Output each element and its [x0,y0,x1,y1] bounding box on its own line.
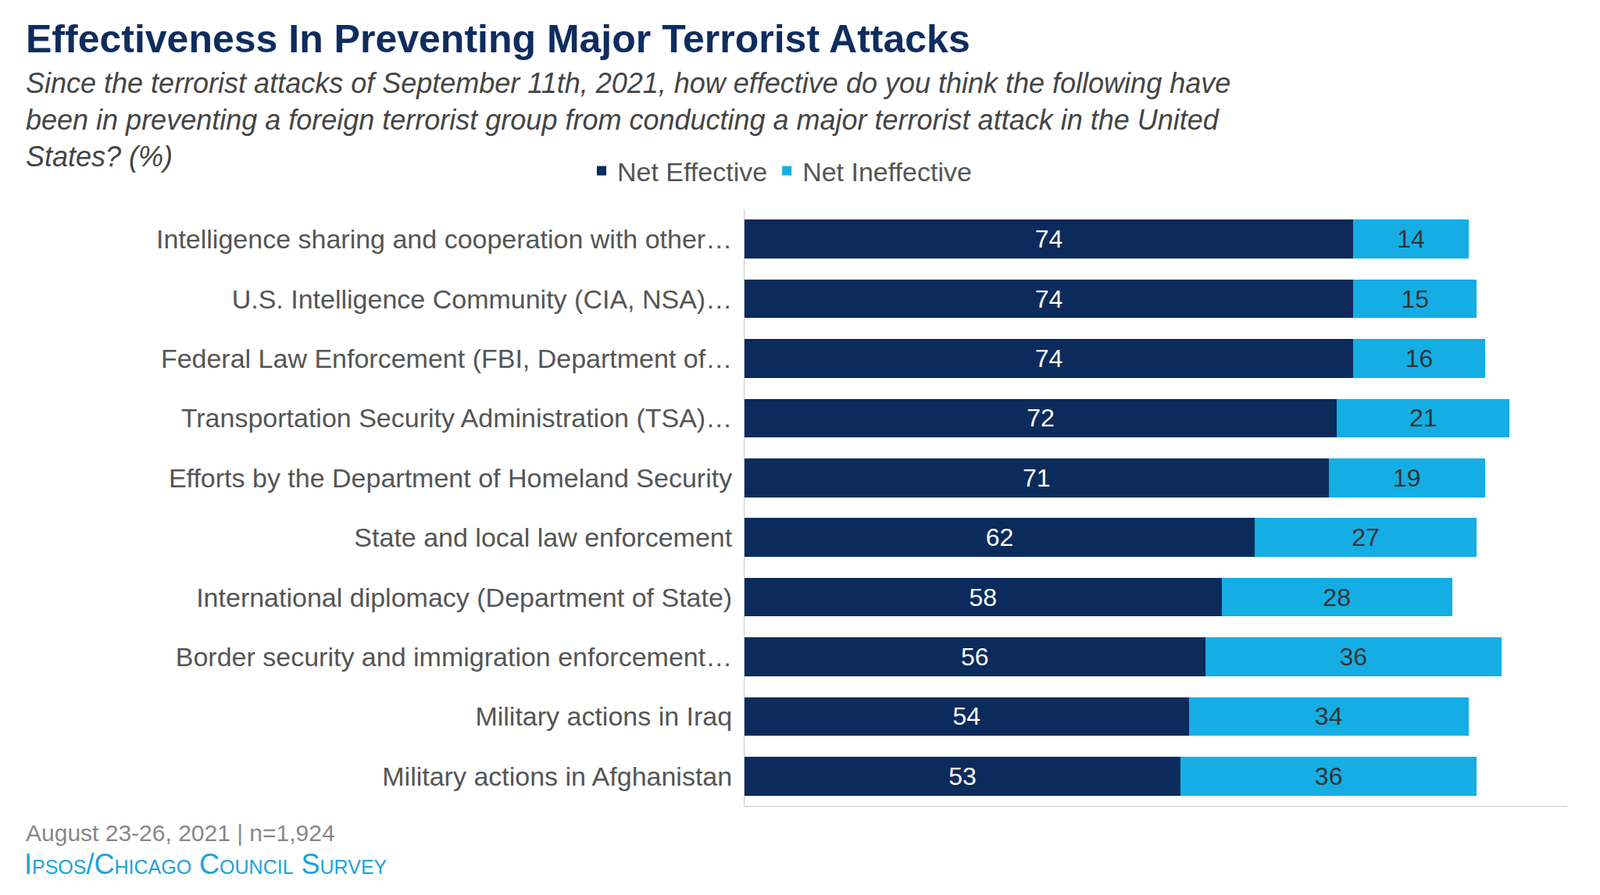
svg-text:International diplomacy (Depar: International diplomacy (Department of S… [196,582,733,613]
svg-text:54: 54 [953,702,982,731]
svg-text:Military actions in Afghanista: Military actions in Afghanistan [382,761,733,792]
svg-text:53: 53 [948,762,977,791]
svg-text:Net Effective: Net Effective [617,157,768,187]
svg-text:71: 71 [1022,464,1051,493]
svg-text:Effectiveness In Preventing Ma: Effectiveness In Preventing Major Terror… [25,17,971,61]
svg-text:28: 28 [1322,583,1351,612]
svg-text:34: 34 [1314,702,1343,731]
svg-text:Net Ineffective: Net Ineffective [802,157,972,187]
svg-text:72: 72 [1026,403,1055,433]
svg-text:74: 74 [1035,225,1064,254]
svg-text:19: 19 [1392,464,1422,493]
svg-text:74: 74 [1035,344,1064,373]
svg-text:74: 74 [1035,285,1064,314]
svg-text:21: 21 [1409,403,1438,433]
svg-text:Efforts by the Department of H: Efforts by the Department of Homeland Se… [168,463,733,493]
svg-text:Military actions in Iraq: Military actions in Iraq [475,701,733,732]
svg-text:58: 58 [969,583,998,612]
svg-text:State and local law enforcemen: State and local law enforcement [353,522,733,553]
svg-text:27: 27 [1351,523,1380,552]
svg-text:Federal Law Enforcement (FBI,: Federal Law Enforcement (FBI, Department… [160,343,733,374]
svg-text:14: 14 [1396,225,1425,254]
svg-text:56: 56 [960,642,990,672]
svg-text:36: 36 [1339,642,1368,672]
svg-text:36: 36 [1314,762,1343,791]
svg-text:Since the terrorist attacks of: Since the terrorist attacks of September… [25,67,1231,173]
svg-text:62: 62 [985,523,1015,552]
svg-text:16: 16 [1405,344,1434,373]
svg-text:15: 15 [1400,285,1429,314]
svg-text:Border security and immigratio: Border security and immigration enforcem… [175,642,733,672]
svg-text:Transportation Security Admini: Transportation Security Administration (… [181,403,733,433]
svg-text:August 23-26, 2021 | n=1,924: August 23-26, 2021 | n=1,924 [25,820,336,847]
svg-text:U.S. Intelligence Community (C: U.S. Intelligence Community (CIA, NSA)… [232,284,733,315]
svg-text:Intelligence sharing and coope: Intelligence sharing and cooperation wit… [156,224,733,254]
